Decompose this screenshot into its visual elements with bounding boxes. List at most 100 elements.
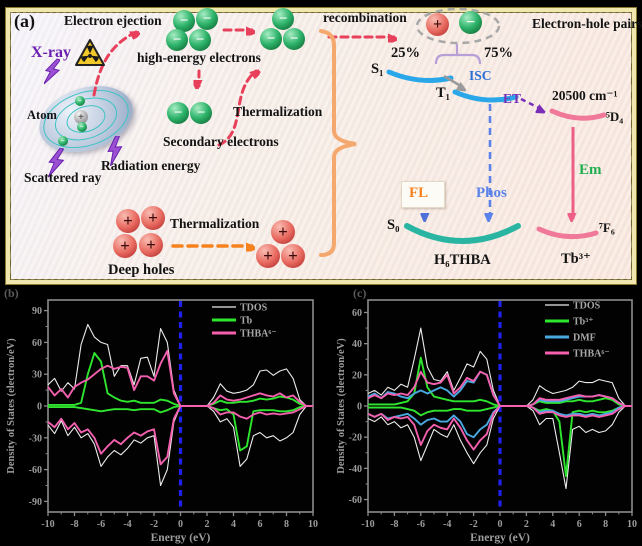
x-tick-label: -8 xyxy=(390,519,398,530)
y-tick-label: -90 xyxy=(29,497,42,508)
hole-ball: + xyxy=(139,233,163,257)
electron-icon: − xyxy=(75,96,85,106)
x-tick-label: 0 xyxy=(178,519,183,530)
hole-ball: + xyxy=(113,234,137,258)
electron-symbol: − xyxy=(80,123,84,131)
fl-label-box xyxy=(401,181,445,208)
panel-label: (c) xyxy=(353,286,366,300)
x-axis-title: Energy (eV) xyxy=(151,532,211,544)
x-tick-label: 8 xyxy=(284,519,289,530)
f6-label: ⁷F₆ xyxy=(599,220,615,235)
et-label: ET xyxy=(503,91,522,106)
electron-symbol: − xyxy=(195,31,205,48)
electron-ball: − xyxy=(167,102,189,124)
tb3-label: Tb³⁺ xyxy=(561,251,591,267)
electron-symbol: − xyxy=(173,104,183,121)
hole-symbol: + xyxy=(432,15,443,33)
recombination-label: recombination xyxy=(323,10,407,25)
panel-label: (b) xyxy=(4,286,19,300)
electron-ejection-label: Electron ejection xyxy=(64,13,162,28)
legend-label: TDOS xyxy=(240,303,268,314)
electron-symbol: − xyxy=(465,13,476,31)
hole-symbol: + xyxy=(278,222,288,241)
y-tick-label: -20 xyxy=(349,433,362,444)
s1-label: S₁ xyxy=(371,61,384,77)
x-tick-label: -4 xyxy=(123,519,131,530)
y-tick-label: 40 xyxy=(352,339,362,350)
hole-ball: + xyxy=(141,206,165,230)
electron-ball: − xyxy=(166,29,188,51)
y-tick-label: 90 xyxy=(32,306,42,317)
isc-label: ISC xyxy=(469,68,492,83)
pct-75-label: 75% xyxy=(484,45,513,61)
x-tick-label: 8 xyxy=(603,519,608,530)
x-tick-label: -8 xyxy=(70,519,78,530)
hole-ball: + xyxy=(281,244,305,268)
nucleus-symbol: + xyxy=(78,111,84,123)
pct-25-label: 25% xyxy=(391,45,420,61)
electron-symbol: − xyxy=(78,97,82,105)
electron-symbol: − xyxy=(172,31,182,48)
panel-a-label: (a) xyxy=(14,11,35,31)
x-tick-label: 2 xyxy=(524,519,529,530)
hole-symbol: + xyxy=(263,246,273,265)
y-tick-label: 20 xyxy=(352,370,362,381)
x-tick-label: -10 xyxy=(361,519,374,530)
legend-label: DMF xyxy=(573,333,596,344)
phos-label: Phos xyxy=(476,185,507,201)
dos-chart-b: (b) -10 -8 -6 -4 -2 0 2 4 6 8 10 90 60 30 0 -30 -60 -90 Ene… xyxy=(4,286,318,544)
legend-label: THBA⁶⁻ xyxy=(573,349,610,360)
legend-label: Tb³⁺ xyxy=(573,317,594,328)
dos-curve-THBA-spin_down xyxy=(47,405,313,466)
electron-symbol: − xyxy=(289,30,299,47)
em-label: Em xyxy=(579,162,602,178)
hole-symbol: + xyxy=(120,236,130,255)
t1-label: T₁ xyxy=(436,85,451,101)
legend-label: TDOS xyxy=(573,301,601,312)
d4-label: ⁵D₄ xyxy=(606,109,624,124)
wavenumber-label: 20500 cm⁻¹ xyxy=(552,88,618,103)
hole-symbol: + xyxy=(123,211,133,230)
thermalization-bottom-label: Thermalization xyxy=(170,216,260,231)
radiation-energy-label: Radiation energy xyxy=(101,158,201,173)
y-tick-label: 30 xyxy=(32,370,42,381)
hole-ball: + xyxy=(426,13,449,36)
electron-hole-pairs-label: Electron-hole pairs xyxy=(532,16,642,31)
x-tick-label: -6 xyxy=(97,519,105,530)
y-tick-label: 0 xyxy=(357,402,362,413)
electron-ball: − xyxy=(283,28,305,50)
electron-icon: − xyxy=(58,136,68,146)
y-tick-label: -40 xyxy=(349,464,362,475)
deep-holes-label: Deep holes xyxy=(108,262,175,278)
thermalization-top-label: Thermalization xyxy=(233,104,323,119)
nucleus-icon: + xyxy=(74,110,88,124)
y-tick-label: -60 xyxy=(29,465,42,476)
electron-icon: − xyxy=(77,122,87,132)
x-tick-label: -2 xyxy=(469,519,477,530)
electron-symbol: − xyxy=(202,10,212,27)
xray-label: X-ray xyxy=(31,44,71,61)
hole-ball: + xyxy=(271,220,295,244)
x-tick-label: 0 xyxy=(498,519,503,530)
legend-label: THBA⁶⁻ xyxy=(240,329,277,340)
x-tick-label: 6 xyxy=(577,519,582,530)
y-tick-label: 60 xyxy=(32,338,42,349)
s0-label: S₀ xyxy=(387,217,400,233)
hole-ball: + xyxy=(256,244,280,268)
y-tick-label: -30 xyxy=(29,433,42,444)
electron-symbol: − xyxy=(266,30,276,47)
hole-symbol: + xyxy=(288,246,298,265)
y-tick-label: -60 xyxy=(349,495,362,506)
electron-symbol: − xyxy=(196,104,206,121)
hole-symbol: + xyxy=(148,208,158,227)
electron-ball: − xyxy=(260,28,282,50)
dos-curve-THBA-spin_down xyxy=(367,405,632,451)
electron-ball: − xyxy=(173,10,195,32)
x-tick-label: 4 xyxy=(231,519,236,530)
x-tick-label: 6 xyxy=(258,519,263,530)
electron-symbol: − xyxy=(278,10,288,27)
electron-ball: − xyxy=(196,8,218,30)
atom-label: Atom xyxy=(27,108,57,122)
y-tick-label: 0 xyxy=(37,402,42,413)
x-tick-label: 2 xyxy=(205,519,210,530)
